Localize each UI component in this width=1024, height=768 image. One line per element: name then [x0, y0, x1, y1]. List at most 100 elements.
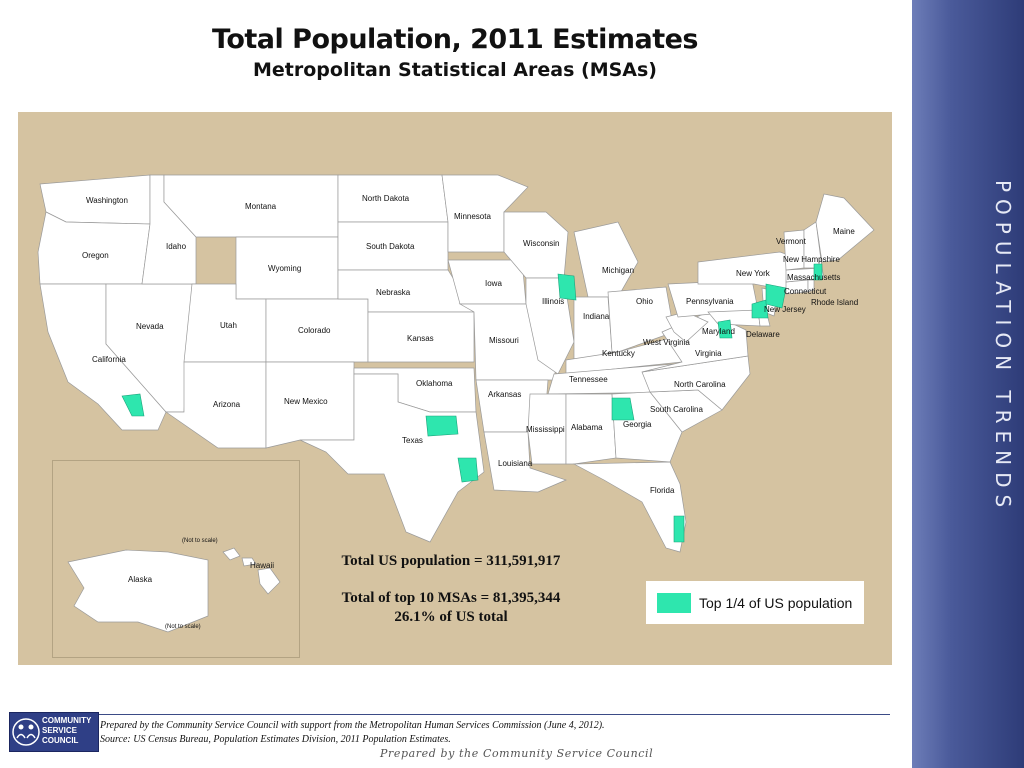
state-mississippi: [527, 393, 567, 465]
legend-swatch: [657, 593, 691, 613]
footer-note-line-2: Source: US Census Bureau, Population Est…: [100, 734, 451, 745]
label-minnesota: Minnesota: [454, 212, 491, 221]
label-california: California: [92, 355, 126, 364]
map-panel: Washington Oregon California Nevada Idah…: [18, 112, 892, 665]
totals-block: Total US population = 311,591,917 Total …: [318, 552, 584, 627]
msa-washington: [717, 319, 733, 339]
label-michigan: Michigan: [602, 266, 634, 275]
title-block: Total Population, 2011 Estimates Metropo…: [0, 24, 910, 81]
logo-line-1: COMMUNITY: [42, 716, 92, 725]
label-utah: Utah: [220, 321, 237, 330]
footer-note-line-1: Prepared by the Community Service Counci…: [100, 720, 605, 731]
label-virginia: Virginia: [695, 349, 722, 358]
label-connecticut: Connecticut: [784, 287, 827, 296]
state-florida: [572, 461, 687, 553]
council-logo: COMMUNITY SERVICE COUNCIL: [9, 712, 99, 752]
label-south-carolina: South Carolina: [650, 405, 703, 414]
label-illinois: Illinois: [542, 297, 564, 306]
label-maryland: Maryland: [702, 327, 735, 336]
msa-dallas: [425, 415, 459, 437]
logo-line-2: SERVICE: [42, 726, 77, 735]
state-vermont: [783, 229, 805, 271]
state-kansas: [367, 311, 475, 363]
side-title: Population Trends: [991, 180, 1015, 515]
label-kentucky: Kentucky: [602, 349, 635, 358]
state-ohio: [607, 286, 675, 353]
label-new-mexico: New Mexico: [284, 397, 328, 406]
label-georgia: Georgia: [623, 420, 652, 429]
side-bar: [912, 0, 1024, 768]
msa-houston: [457, 457, 479, 483]
map-subtitle: Metropolitan Statistical Areas (MSAs): [252, 59, 657, 81]
label-arkansas: Arkansas: [488, 390, 521, 399]
legend-label: Top 1/4 of US population: [699, 595, 853, 611]
label-maine: Maine: [833, 227, 855, 236]
label-tennessee: Tennessee: [569, 375, 608, 384]
label-kansas: Kansas: [407, 334, 434, 343]
state-maine: [815, 193, 875, 263]
label-north-dakota: North Dakota: [362, 194, 410, 203]
msa-chicago: [557, 273, 577, 301]
label-south-dakota: South Dakota: [366, 242, 415, 251]
label-vermont: Vermont: [776, 237, 807, 246]
label-nebraska: Nebraska: [376, 288, 411, 297]
footer-divider: [98, 714, 890, 715]
msa-boston: [813, 263, 823, 281]
label-missouri: Missouri: [489, 336, 519, 345]
msa-los-angeles: [121, 393, 145, 417]
label-not-to-scale-alaska: (Not to scale): [165, 624, 201, 630]
msa-atlanta: [611, 397, 635, 421]
label-new-york: New York: [736, 269, 771, 278]
label-wisconsin: Wisconsin: [523, 239, 559, 248]
label-montana: Montana: [245, 202, 277, 211]
state-michigan: [573, 221, 639, 298]
label-west-virginia: West Virginia: [643, 338, 690, 347]
top10-share: 26.1% of US total: [394, 609, 508, 625]
logo-text: COMMUNITY SERVICE COUNCIL: [42, 716, 91, 746]
label-colorado: Colorado: [298, 326, 331, 335]
label-mississippi: Mississippi: [526, 425, 565, 434]
label-iowa: Iowa: [485, 279, 502, 288]
label-not-to-scale-hawaii: (Not to scale): [182, 538, 218, 544]
label-rhode-island: Rhode Island: [811, 298, 858, 307]
label-new-hampshire: New Hampshire: [783, 255, 840, 264]
label-massachusetts: Massachusetts: [787, 273, 840, 282]
msa-miami: [673, 515, 685, 543]
label-hawaii: Hawaii: [250, 561, 274, 570]
state-hawaii: [222, 547, 281, 595]
label-delaware: Delaware: [746, 330, 780, 339]
state-shapes: [37, 174, 875, 633]
label-wyoming: Wyoming: [268, 264, 301, 273]
label-louisiana: Louisiana: [498, 459, 533, 468]
msa-philadelphia: [751, 299, 769, 319]
state-rhode-island: [807, 279, 815, 293]
total-us-population: Total US population = 311,591,917: [341, 553, 561, 569]
label-nevada: Nevada: [136, 322, 164, 331]
logo-people-icon: [12, 718, 40, 746]
logo-line-3: COUNCIL: [42, 736, 79, 745]
state-alabama: [565, 393, 617, 465]
msa-new-york: [765, 283, 787, 309]
state-labels: Washington Oregon California Nevada Idah…: [82, 194, 858, 630]
label-arizona: Arizona: [213, 400, 241, 409]
label-alabama: Alabama: [571, 423, 603, 432]
label-ohio: Ohio: [636, 297, 653, 306]
label-alaska: Alaska: [128, 575, 153, 584]
label-new-jersey: New Jersey: [764, 305, 806, 314]
label-north-carolina: North Carolina: [674, 380, 726, 389]
alaska-hawaii-inset: [52, 460, 300, 658]
label-indiana: Indiana: [583, 312, 610, 321]
label-idaho: Idaho: [166, 242, 187, 251]
label-washington: Washington: [86, 196, 128, 205]
label-pennsylvania: Pennsylvania: [686, 297, 734, 306]
total-top10-msas: Total of top 10 MSAs = 81,395,344: [341, 590, 561, 606]
footer-prepared-by: Prepared by the Community Service Counci…: [380, 747, 654, 760]
state-alaska: [67, 549, 209, 633]
label-florida: Florida: [650, 486, 675, 495]
label-oregon: Oregon: [82, 251, 109, 260]
label-texas: Texas: [402, 436, 423, 445]
footer-note: Prepared by the Community Service Counci…: [100, 719, 605, 747]
map-title: Total Population, 2011 Estimates: [212, 24, 698, 55]
msa-highlights: [121, 263, 823, 543]
legend: Top 1/4 of US population: [646, 581, 864, 624]
